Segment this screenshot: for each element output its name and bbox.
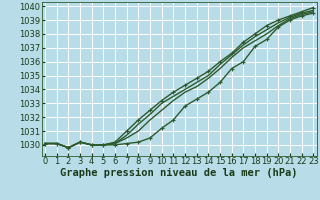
X-axis label: Graphe pression niveau de la mer (hPa): Graphe pression niveau de la mer (hPa) [60,168,298,178]
